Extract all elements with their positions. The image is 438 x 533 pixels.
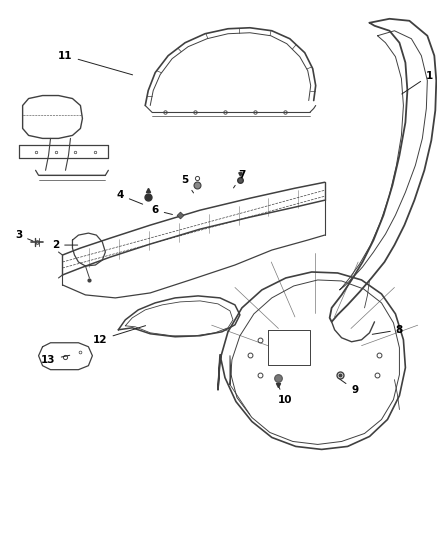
Text: 12: 12 (93, 326, 145, 345)
Text: 2: 2 (52, 240, 78, 250)
Text: 5: 5 (181, 175, 194, 193)
Text: 13: 13 (41, 354, 70, 365)
Text: 11: 11 (58, 51, 133, 75)
Text: 10: 10 (278, 387, 292, 405)
Text: 3: 3 (15, 230, 33, 241)
Text: 6: 6 (152, 205, 173, 215)
Text: 9: 9 (340, 379, 358, 394)
Text: 1: 1 (402, 70, 433, 94)
Text: 4: 4 (117, 190, 143, 204)
Text: 7: 7 (233, 170, 246, 188)
Text: 8: 8 (372, 325, 403, 335)
